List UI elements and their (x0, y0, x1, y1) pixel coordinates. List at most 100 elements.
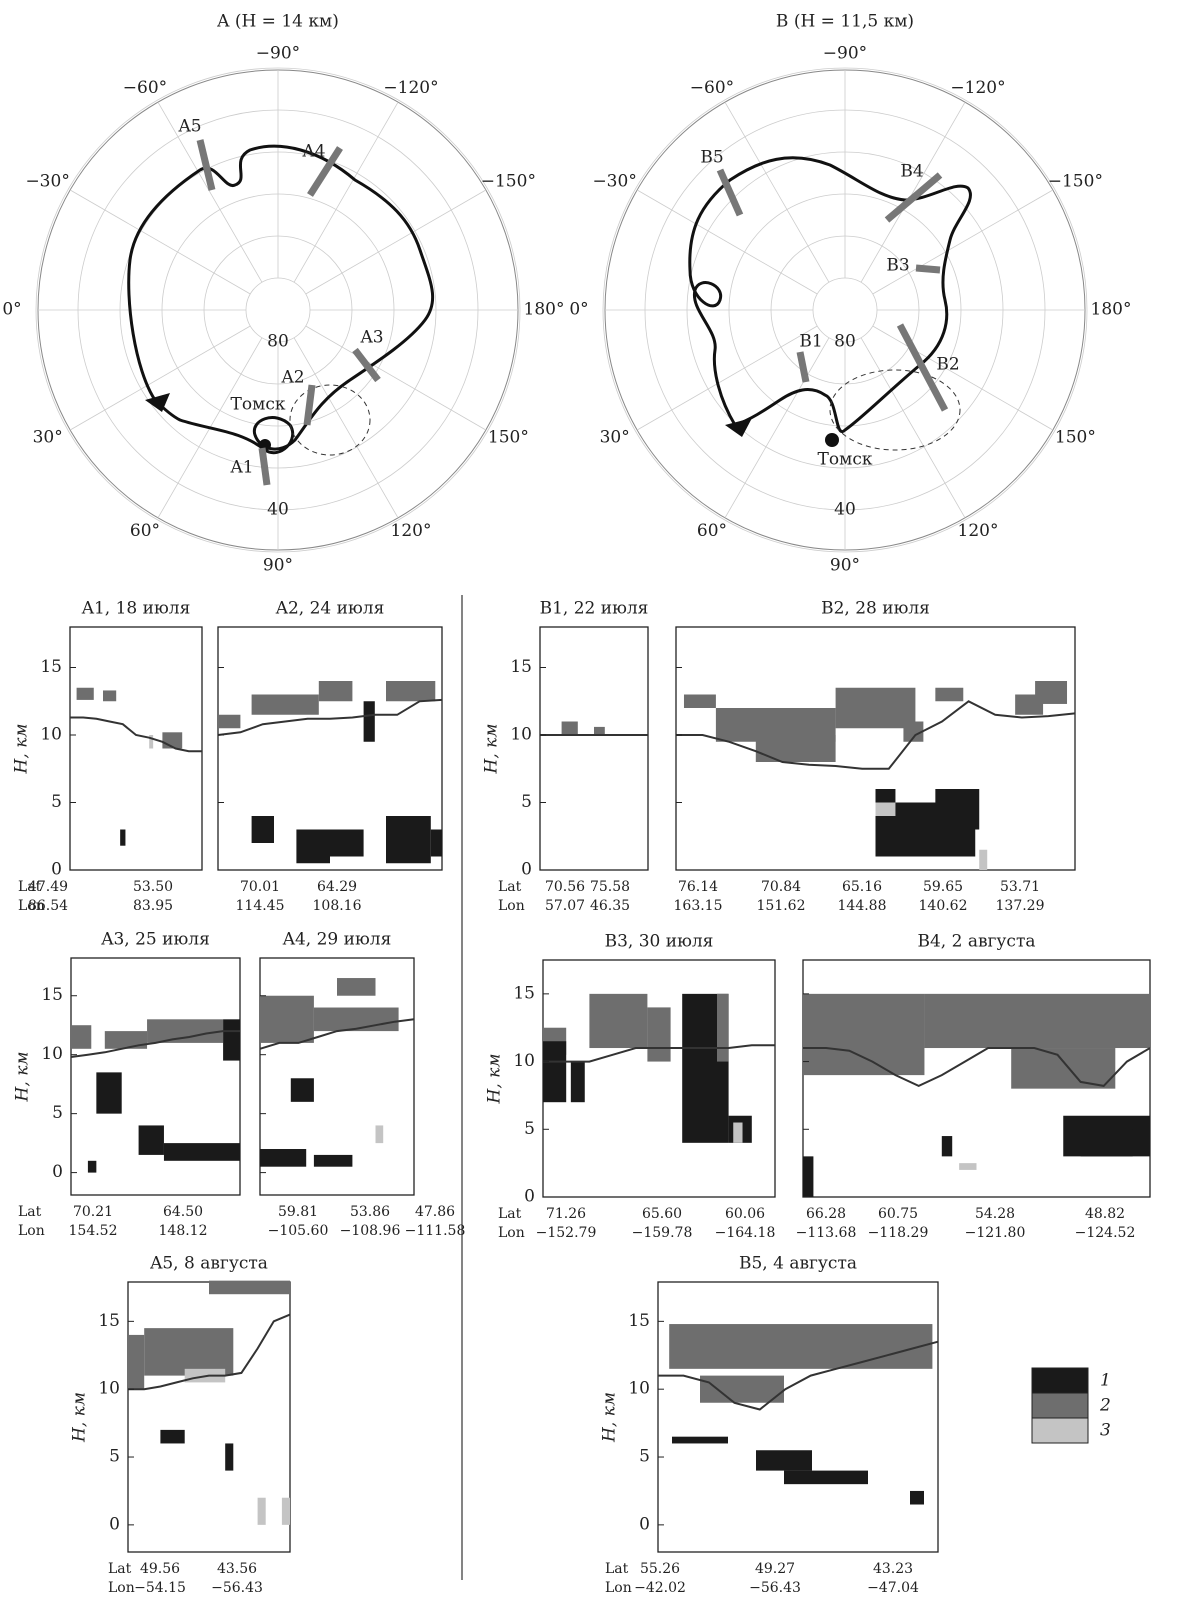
cloud-layer (144, 1328, 233, 1375)
panel-title: A3, 25 июля (100, 930, 210, 950)
longitude-label: 150° (1055, 428, 1096, 448)
cloud-layer (924, 994, 1150, 1048)
longitude-label: −150° (481, 172, 536, 192)
meridian (873, 326, 1053, 430)
lat-label: 43.23 (873, 1561, 913, 1577)
lon-label: 151.62 (757, 898, 806, 914)
cloud-layer (431, 830, 442, 857)
lon-label: −118.29 (868, 1225, 929, 1241)
y-tick-label: 15 (510, 657, 532, 677)
latitude-label: 40 (267, 500, 289, 520)
lat-label: 66.28 (806, 1206, 846, 1222)
longitude-label: 180° (524, 300, 565, 320)
panel-title: B2, 28 июля (821, 599, 930, 619)
meridian (306, 190, 486, 294)
cloud-layer (672, 1437, 728, 1444)
cloud-layer (386, 681, 435, 701)
longitude-label: −150° (1048, 172, 1103, 192)
city-label: Томск (231, 395, 286, 415)
lat-label: 71.26 (546, 1206, 586, 1222)
y-tick-label: 0 (524, 1187, 535, 1207)
longitude-label: 0° (569, 300, 588, 320)
page: A (H = 14 км)−90°−60°−120°−30°−150°0°180… (0, 0, 1190, 1622)
segment-bar (262, 448, 267, 485)
lon-label: 148.12 (159, 1223, 208, 1239)
lon-label: −42.02 (634, 1580, 686, 1596)
longitude-label: 60° (130, 521, 160, 541)
y-tick-label: 15 (40, 657, 62, 677)
city-label: Томск (818, 450, 873, 470)
cloud-layer (935, 688, 963, 702)
cloud-layer (160, 1430, 184, 1444)
cloud-layer (571, 1062, 585, 1103)
lat-label: 64.29 (317, 879, 357, 895)
cloud-layer (96, 1072, 121, 1113)
cloud-layer (77, 688, 94, 700)
y-tick-label: 15 (628, 1311, 650, 1331)
panel-title: A1, 18 июля (81, 599, 191, 619)
longitude-label: 150° (488, 428, 529, 448)
cloud-layer (337, 978, 376, 996)
y-tick-label: 10 (98, 1379, 120, 1399)
lon-label: 57.07 (545, 898, 585, 914)
cloud-layer (319, 681, 353, 701)
y-tick-label: 0 (51, 860, 62, 880)
longitude-label: 60° (697, 521, 727, 541)
lon-row-label: Lon (605, 1580, 632, 1596)
latitude-label: 40 (834, 500, 856, 520)
y-axis-label: H, км (600, 1392, 620, 1443)
cloud-layer (910, 1491, 924, 1505)
cloud-layer (942, 1136, 952, 1156)
cloud-layer (756, 735, 836, 762)
cloud-layer (784, 1471, 868, 1485)
segment-bar (307, 385, 312, 425)
lon-label: 108.16 (313, 898, 362, 914)
lon-label: −111.58 (405, 1223, 466, 1239)
cloud-layer (700, 1376, 784, 1403)
y-tick-label: 5 (52, 1103, 63, 1123)
cloud-layer (562, 722, 578, 736)
panel-title: A5, 8 августа (149, 1254, 268, 1274)
lat-label: 54.28 (975, 1206, 1015, 1222)
lon-label: −121.80 (965, 1225, 1026, 1241)
lat-label: 70.21 (73, 1204, 113, 1220)
y-tick-label: 5 (524, 1119, 535, 1139)
cloud-layer (282, 1498, 290, 1525)
lat-label: 75.58 (590, 879, 630, 895)
cloud-layer (1011, 1048, 1115, 1089)
legend-label: 3 (1100, 1421, 1111, 1441)
legend-label: 2 (1099, 1396, 1111, 1416)
y-tick-label: 5 (639, 1447, 650, 1467)
cloud-layer (225, 1443, 233, 1470)
cloud-layer (252, 816, 274, 843)
lat-label: 70.01 (240, 879, 280, 895)
cloud-layer (1081, 1129, 1133, 1156)
cloud-layer (803, 1156, 813, 1197)
cloud-layer (876, 803, 896, 817)
y-tick-label: 0 (109, 1514, 120, 1534)
map-title: B (H = 11,5 км) (776, 12, 914, 32)
y-tick-label: 5 (51, 792, 62, 812)
cloud-layer (260, 996, 314, 1043)
cloud-layer (314, 1008, 399, 1032)
lat-label: 53.50 (133, 879, 173, 895)
lat-label: 49.27 (755, 1561, 795, 1577)
longitude-label: 30° (33, 428, 63, 448)
cloud-layer (647, 1007, 670, 1061)
segment-label: B5 (700, 148, 723, 168)
longitude-label: 0° (2, 300, 21, 320)
cloud-layer (717, 994, 729, 1062)
longitude-label: 90° (830, 556, 860, 576)
cloud-layer (364, 701, 375, 742)
lon-label: 144.88 (838, 898, 887, 914)
segment-label: A2 (280, 368, 304, 388)
meridian (637, 190, 817, 294)
segment-bar (200, 140, 212, 190)
latitude-label: 80 (834, 332, 856, 352)
segment-label: B1 (799, 332, 822, 352)
lon-label: −159.78 (632, 1225, 693, 1241)
lat-label: 70.56 (545, 879, 585, 895)
y-axis-label: H, км (70, 1392, 90, 1443)
cloud-layer (252, 695, 319, 715)
meridian (158, 102, 262, 282)
